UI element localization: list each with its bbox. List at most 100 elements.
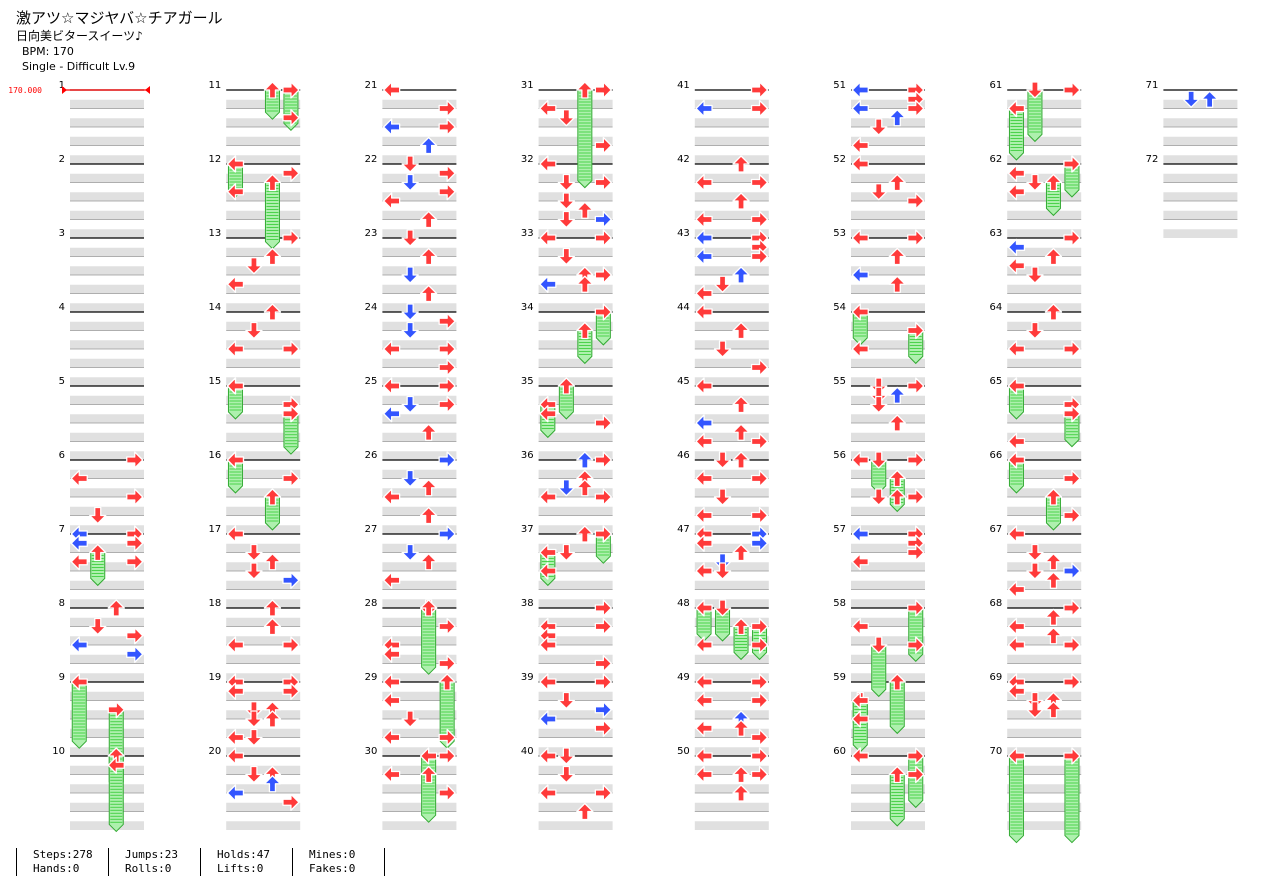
band-white: [538, 461, 613, 472]
arrow-shape: [907, 765, 925, 784]
band-white: [1007, 239, 1082, 250]
band-white: [694, 720, 769, 731]
tap-arrow-l: [1007, 580, 1026, 599]
band-gray: [851, 155, 925, 164]
band-white: [226, 368, 301, 379]
band-gray: [382, 414, 457, 423]
arrow-shape: [713, 562, 732, 580]
band-gray: [226, 747, 301, 756]
band-white: [538, 646, 613, 657]
measure-27: 27: [365, 524, 457, 608]
measure-23: 23: [365, 228, 457, 312]
arrow-shape: [382, 405, 401, 423]
band-white: [538, 183, 613, 194]
arrow-shape: [401, 173, 419, 192]
band-gray: [1007, 340, 1082, 349]
band-gray: [1007, 710, 1082, 719]
tap-arrow-u: [263, 599, 282, 617]
arrow-shape: [695, 747, 713, 765]
band-gray: [538, 155, 613, 164]
band-white: [851, 387, 925, 398]
arrow-shape: [888, 469, 906, 488]
arrow-shape: [851, 340, 869, 358]
arrow-shape: [419, 553, 438, 571]
arrow-shape: [576, 802, 594, 821]
band-white: [382, 609, 457, 620]
band-white: [1163, 220, 1238, 231]
arrow-shape: [594, 599, 612, 617]
tap-arrow-u: [419, 506, 438, 525]
band-white: [538, 331, 613, 342]
band-gray: [70, 340, 144, 349]
band-white: [538, 701, 613, 712]
band-white: [538, 498, 613, 509]
band-white: [538, 387, 613, 398]
band-white: [70, 664, 144, 675]
arrow-shape: [888, 386, 906, 404]
band-white: [694, 146, 769, 157]
measure-number: 17: [208, 524, 221, 535]
arrow-shape: [851, 155, 869, 173]
band-white: [694, 165, 769, 176]
tap-arrow-r: [282, 229, 300, 247]
arrow-shape: [557, 691, 575, 710]
arrow-shape: [1007, 377, 1026, 395]
band-gray: [851, 395, 925, 405]
tap-arrow-d: [245, 765, 263, 784]
tap-arrow-r: [594, 229, 612, 247]
band-gray: [226, 432, 301, 442]
tap-arrow-l: [695, 229, 713, 247]
tap-arrow-d: [89, 617, 107, 636]
hold-body: [1008, 755, 1024, 844]
band-gray: [226, 802, 301, 812]
arrow-shape: [594, 451, 612, 469]
band-white: [382, 461, 457, 472]
measure-35: 35: [521, 376, 613, 460]
band-gray: [1007, 358, 1082, 368]
stat-hands: Hands:0: [33, 862, 80, 875]
band-white: [382, 535, 457, 546]
band-white: [1007, 683, 1082, 694]
arrow-shape: [1044, 701, 1063, 719]
measure-67: 67: [989, 524, 1082, 608]
band-gray: [1007, 414, 1082, 423]
hold-head-arrow: [713, 599, 732, 617]
tap-arrow-l: [851, 553, 869, 571]
tap-arrow-u: [263, 303, 282, 321]
tap-arrow-r: [750, 173, 769, 192]
tap-arrow-r: [1063, 599, 1081, 617]
band-gray: [1163, 118, 1238, 127]
hold-note: [421, 607, 437, 675]
measure-34: 34: [521, 302, 613, 386]
tap-arrow-l: [70, 534, 88, 552]
tap-arrow-l: [539, 488, 557, 506]
band-gray: [226, 599, 301, 608]
tap-arrow-l: [695, 414, 713, 432]
measure-19: 19: [208, 672, 301, 756]
stat-mines-fakes: Mines:0 Fakes:0: [292, 848, 384, 876]
tap-arrow-d: [713, 488, 732, 506]
tap-arrow-l: [382, 691, 401, 710]
band-gray: [1163, 99, 1238, 109]
tap-arrow-r: [750, 506, 769, 525]
measure-7: 7: [59, 524, 144, 608]
band-gray: [851, 451, 925, 460]
tap-arrow-l: [382, 81, 401, 99]
tap-arrow-d: [557, 109, 575, 127]
hold-head-arrow: [870, 451, 888, 469]
tap-arrow-u: [1044, 553, 1063, 571]
arrow-shape: [1063, 405, 1081, 423]
band-white: [1007, 165, 1082, 176]
arrow-shape: [851, 553, 869, 571]
tap-arrow-l: [70, 469, 88, 488]
band-gray: [694, 136, 769, 146]
tap-arrow-d: [245, 321, 263, 340]
arrow-shape: [594, 654, 612, 673]
band-white: [538, 91, 613, 102]
arrow-shape: [851, 81, 869, 99]
band-white: [1007, 276, 1082, 287]
band-white: [226, 183, 301, 194]
band-gray: [538, 691, 613, 701]
band-gray: [382, 358, 457, 368]
measure-number: 44: [677, 302, 690, 313]
